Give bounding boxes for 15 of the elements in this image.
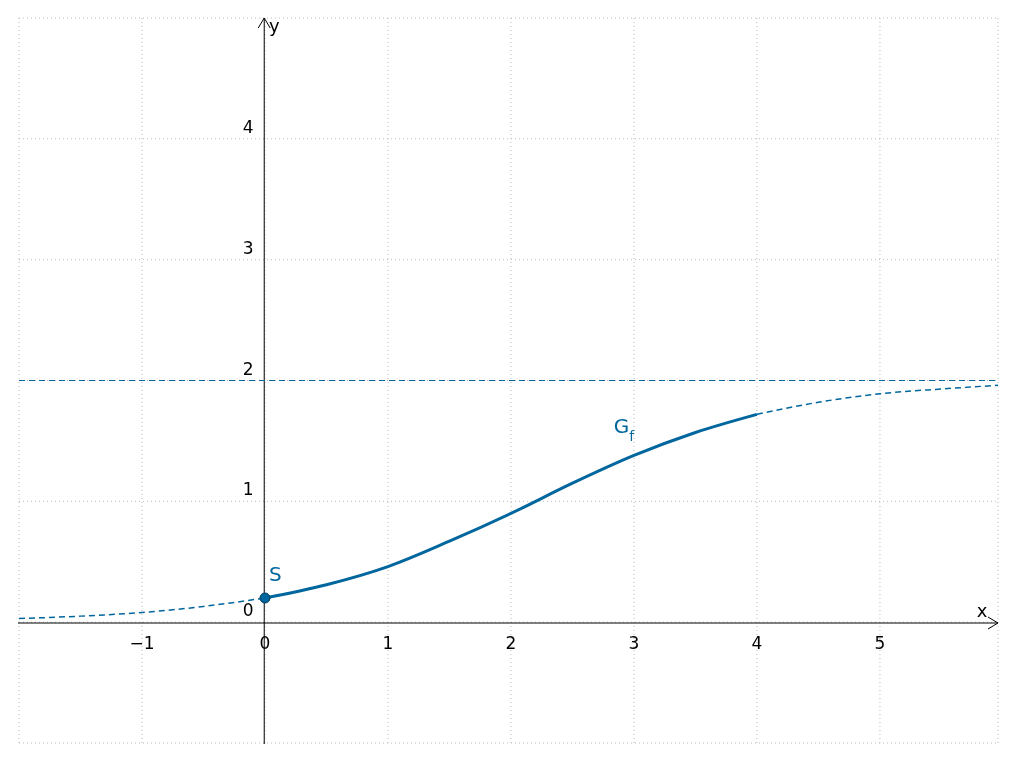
x-tick-label: −1 <box>129 633 155 653</box>
x-tick-label: 2 <box>505 633 517 653</box>
series-label: G$_{f}$ <box>613 414 636 445</box>
y-tick-label: 3 <box>242 237 254 258</box>
x-axis-title: x <box>976 600 988 621</box>
x-tick-label: 5 <box>874 633 886 653</box>
y-tick-label: 4 <box>242 116 254 137</box>
x-tick-label: 3 <box>628 633 640 653</box>
x-tick-label: 1 <box>382 633 394 653</box>
y-tick-label: 0 <box>242 600 254 621</box>
x-tick-label: 4 <box>751 633 763 653</box>
y-tick-label: 1 <box>242 479 254 500</box>
series-label: S <box>269 562 282 587</box>
y-tick-label: 2 <box>242 358 254 379</box>
y-axis-title: y <box>268 15 280 36</box>
